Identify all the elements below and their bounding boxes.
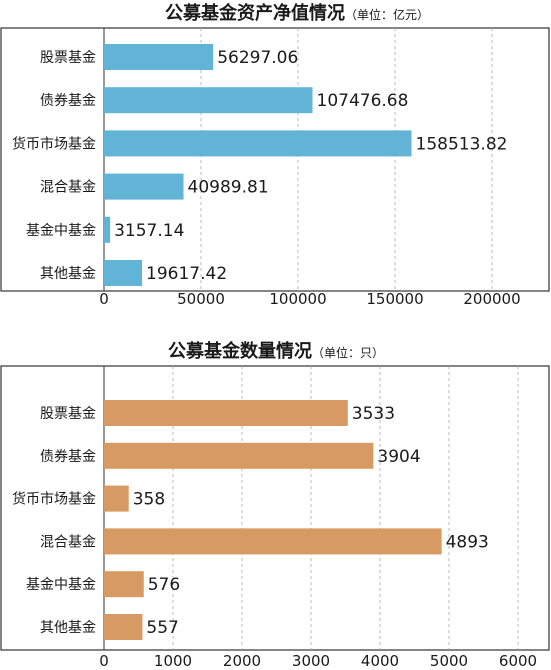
x-tick-label: 1000 — [154, 652, 192, 670]
x-tick-label: 4000 — [361, 652, 399, 670]
x-tick-label: 0 — [99, 652, 109, 670]
value-label: 107476.68 — [317, 91, 409, 111]
category-label: 股票基金 — [40, 405, 96, 422]
bar — [104, 614, 143, 640]
x-tick-label: 3000 — [292, 652, 330, 670]
chart-frame — [0, 27, 550, 292]
category-label: 其他基金 — [40, 619, 96, 636]
category-label: 债券基金 — [40, 92, 96, 109]
category-label: 基金中基金 — [26, 576, 96, 593]
bar — [104, 442, 374, 469]
chart2-plot: 0 1000 2000 3000 4000 5000 6000 股票基金 3533 债券基金 390… — [0, 365, 550, 670]
category-label: 货币市场基金 — [12, 491, 96, 508]
category-label: 股票基金 — [40, 49, 96, 66]
value-label: 158513.82 — [416, 134, 508, 154]
bar — [104, 571, 144, 598]
value-label: 3157.14 — [114, 221, 184, 241]
value-label: 3904 — [377, 447, 420, 467]
x-tick-label: 50000 — [177, 290, 225, 308]
value-label: 3533 — [352, 404, 395, 424]
chart2-title: 公募基金数量情况 — [168, 340, 312, 362]
category-label: 债券基金 — [40, 448, 96, 465]
bar — [104, 173, 184, 200]
category-label: 混合基金 — [40, 179, 96, 196]
bar — [104, 87, 313, 114]
value-label: 4893 — [446, 532, 489, 552]
bar — [104, 130, 412, 157]
bar — [104, 528, 442, 555]
category-label: 货币市场基金 — [12, 135, 96, 152]
chart1-plot: 0 50000 100000 150000 200000 股票基金 56297.06 债券基金… — [0, 27, 550, 308]
x-tick-label: 200000 — [463, 290, 520, 308]
x-tick-label: 0 — [99, 290, 109, 308]
bar — [104, 485, 129, 512]
category-label: 基金中基金 — [26, 222, 96, 239]
value-label: 56297.06 — [217, 48, 298, 68]
bar — [104, 260, 143, 286]
chart1-title: 公募基金资产净值情况 — [165, 2, 345, 24]
bar — [104, 44, 214, 70]
value-label: 40989.81 — [188, 178, 269, 198]
x-tick-label: 5000 — [430, 652, 468, 670]
x-tick-label: 100000 — [269, 290, 326, 308]
x-tick-label: 150000 — [366, 290, 423, 308]
category-label: 混合基金 — [40, 533, 96, 550]
bar — [104, 400, 348, 426]
x-tick-label: 2000 — [223, 652, 261, 670]
value-label: 19617.42 — [146, 264, 227, 284]
bar — [104, 216, 111, 243]
value-label: 358 — [133, 490, 165, 510]
chart2-unit-label: （单位：只） — [312, 345, 384, 360]
category-label: 其他基金 — [40, 265, 96, 282]
value-label: 576 — [148, 575, 180, 595]
x-tick-label: 6000 — [499, 652, 537, 670]
value-label: 557 — [146, 618, 178, 638]
chart1-unit-label: （单位：亿元） — [345, 7, 429, 22]
